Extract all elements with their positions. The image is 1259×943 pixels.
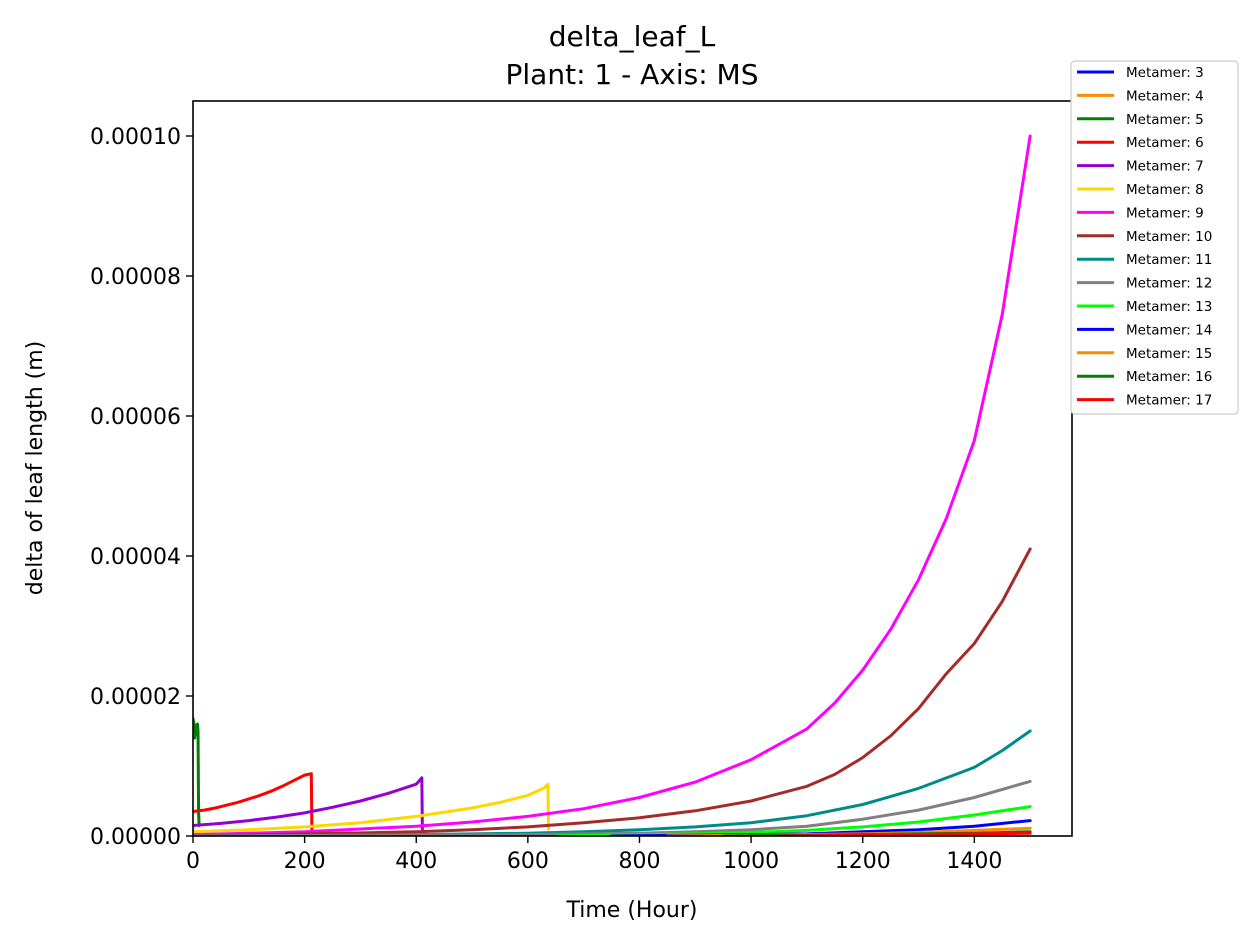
- legend-entry: Metamer: 11: [1126, 252, 1212, 268]
- legend-entry: Metamer: 10: [1126, 229, 1212, 245]
- series-line-metamer-4: [193, 776, 424, 831]
- legend-frame: [1070, 60, 1239, 415]
- series-layer: [193, 134, 1032, 836]
- y-tick-label: 0.00004: [90, 545, 181, 570]
- legend-entry: Metamer: 8: [1126, 182, 1204, 198]
- chart-subtitle: Plant: 1 - Axis: MS: [506, 58, 759, 91]
- legend-items: Metamer: 3 Metamer: 4 Metamer: 5 Metamer: 6…: [1077, 65, 1212, 409]
- x-tick-label: 800: [618, 849, 660, 874]
- series-line-metamer-2: [193, 716, 201, 827]
- y-axis-label: delta of leaf length (m): [23, 341, 48, 596]
- x-axis: 0 200 400 600 800 1000 1200 1400: [186, 836, 1002, 874]
- y-tick-label: 0.00006: [90, 405, 181, 430]
- plot-area: [192, 100, 1073, 837]
- legend-entry: Metamer: 16: [1126, 369, 1212, 385]
- y-axis: 0.00000 0.00002 0.00004 0.00006 0.00008 0.000…: [90, 125, 193, 850]
- series-line-metamer-6: [193, 134, 1032, 836]
- series-line-metamer-7: [193, 547, 1032, 836]
- legend-entry: Metamer: 9: [1126, 205, 1204, 221]
- series-line-metamer-9: [193, 779, 1032, 836]
- legend-entry: Metamer: 5: [1126, 112, 1204, 128]
- y-tick-label: 0.00000: [90, 825, 181, 850]
- legend-entry: Metamer: 14: [1126, 322, 1212, 338]
- x-tick-label: 200: [284, 849, 326, 874]
- y-tick-label: 0.00008: [90, 265, 181, 290]
- x-tick-label: 600: [507, 849, 549, 874]
- x-tick-label: 400: [395, 849, 437, 874]
- y-tick-label: 0.00010: [90, 125, 181, 150]
- legend-entry: Metamer: 15: [1126, 346, 1212, 362]
- legend-entry: Metamer: 12: [1126, 276, 1212, 292]
- series-line-metamer-5: [193, 782, 551, 834]
- legend-entry: Metamer: 13: [1126, 299, 1212, 315]
- legend-entry: Metamer: 7: [1126, 159, 1204, 175]
- x-tick-label: 1000: [723, 849, 779, 874]
- plot-frame: [192, 100, 1073, 837]
- x-axis-label: Time (Hour): [566, 898, 698, 923]
- legend: Metamer: 3 Metamer: 4 Metamer: 5 Metamer: 6…: [1070, 60, 1239, 415]
- legend-entry: Metamer: 6: [1126, 135, 1204, 151]
- x-tick-label: 1400: [946, 849, 1002, 874]
- x-tick-label: 0: [186, 849, 200, 874]
- legend-entry: Metamer: 3: [1126, 65, 1204, 81]
- chart-title: delta_leaf_L: [549, 20, 716, 53]
- y-tick-label: 0.00002: [90, 685, 181, 710]
- legend-entry: Metamer: 17: [1126, 393, 1212, 409]
- legend-entry: Metamer: 4: [1126, 88, 1204, 104]
- series-line-metamer-3: [193, 772, 314, 831]
- x-tick-label: 1200: [835, 849, 891, 874]
